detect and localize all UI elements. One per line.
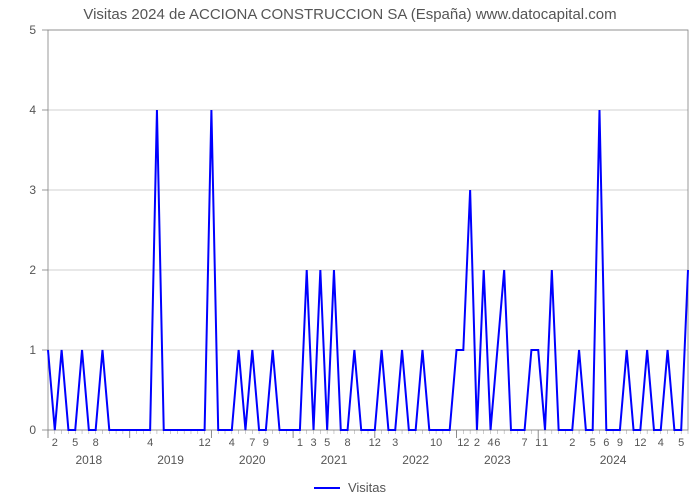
- svg-text:5: 5: [72, 437, 78, 449]
- svg-text:7: 7: [522, 437, 528, 449]
- svg-text:2: 2: [29, 263, 36, 277]
- svg-text:5: 5: [678, 437, 684, 449]
- svg-text:10: 10: [430, 437, 442, 449]
- svg-text:3: 3: [310, 437, 316, 449]
- svg-text:2: 2: [569, 437, 575, 449]
- svg-text:4: 4: [487, 437, 493, 449]
- svg-text:12: 12: [634, 437, 646, 449]
- line-chart: 012345 258412479135812310122467112569124…: [48, 30, 688, 430]
- svg-text:8: 8: [345, 437, 351, 449]
- svg-text:1: 1: [535, 437, 541, 449]
- legend: Visitas: [0, 480, 700, 495]
- svg-text:12: 12: [457, 437, 469, 449]
- svg-text:6: 6: [494, 437, 500, 449]
- svg-text:5: 5: [29, 23, 36, 37]
- svg-text:4: 4: [658, 437, 664, 449]
- svg-text:5: 5: [324, 437, 330, 449]
- svg-text:2022: 2022: [402, 453, 429, 467]
- svg-text:2024: 2024: [600, 453, 627, 467]
- svg-text:9: 9: [263, 437, 269, 449]
- svg-text:2023: 2023: [484, 453, 511, 467]
- svg-text:4: 4: [29, 103, 36, 117]
- legend-label: Visitas: [348, 480, 386, 495]
- svg-text:2021: 2021: [321, 453, 348, 467]
- svg-text:5: 5: [590, 437, 596, 449]
- svg-text:7: 7: [249, 437, 255, 449]
- svg-text:1: 1: [297, 437, 303, 449]
- chart-title: Visitas 2024 de ACCIONA CONSTRUCCION SA …: [0, 6, 700, 23]
- svg-text:8: 8: [93, 437, 99, 449]
- svg-text:2020: 2020: [239, 453, 266, 467]
- svg-text:2: 2: [52, 437, 58, 449]
- svg-text:12: 12: [369, 437, 381, 449]
- svg-text:12: 12: [198, 437, 210, 449]
- svg-text:2: 2: [474, 437, 480, 449]
- svg-text:4: 4: [147, 437, 153, 449]
- svg-text:3: 3: [29, 183, 36, 197]
- svg-text:2019: 2019: [157, 453, 184, 467]
- svg-text:2018: 2018: [75, 453, 102, 467]
- svg-text:3: 3: [392, 437, 398, 449]
- svg-text:0: 0: [29, 423, 36, 437]
- svg-text:6: 6: [603, 437, 609, 449]
- svg-text:1: 1: [29, 343, 36, 357]
- svg-text:9: 9: [617, 437, 623, 449]
- svg-text:4: 4: [229, 437, 235, 449]
- legend-swatch: [314, 487, 340, 489]
- svg-text:1: 1: [542, 437, 548, 449]
